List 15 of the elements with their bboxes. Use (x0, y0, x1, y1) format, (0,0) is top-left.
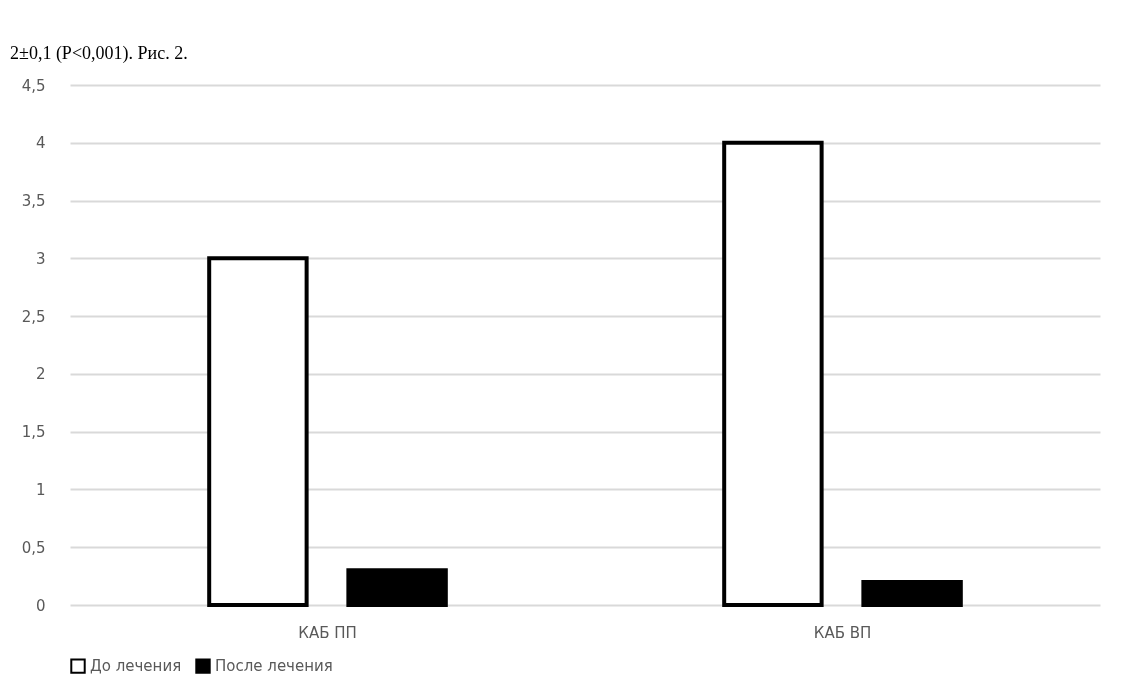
y-tick-label: 4,5 (21, 76, 46, 95)
text: 2±0,1 (P<0,001). Рис. 2. (10, 43, 188, 64)
legend-label: После лечения (215, 657, 333, 676)
y-tick-label: 3 (35, 249, 46, 268)
legend-label: До лечения (90, 657, 182, 676)
y-tick-label: 2 (35, 365, 46, 384)
y-tick-label: 0,5 (21, 538, 46, 557)
y-tick-label: 4 (35, 134, 46, 153)
y-tick-label: 1 (35, 480, 46, 499)
y-tick-label: 2,5 (21, 307, 46, 326)
x-tick-label: КАБ ВП (813, 623, 872, 642)
y-tick-label: 3,5 (21, 192, 46, 211)
x-tick-label: КАБ ПП (298, 623, 357, 642)
y-tick-label: 1,5 (21, 423, 46, 442)
y-tick-label: 0 (35, 596, 46, 615)
